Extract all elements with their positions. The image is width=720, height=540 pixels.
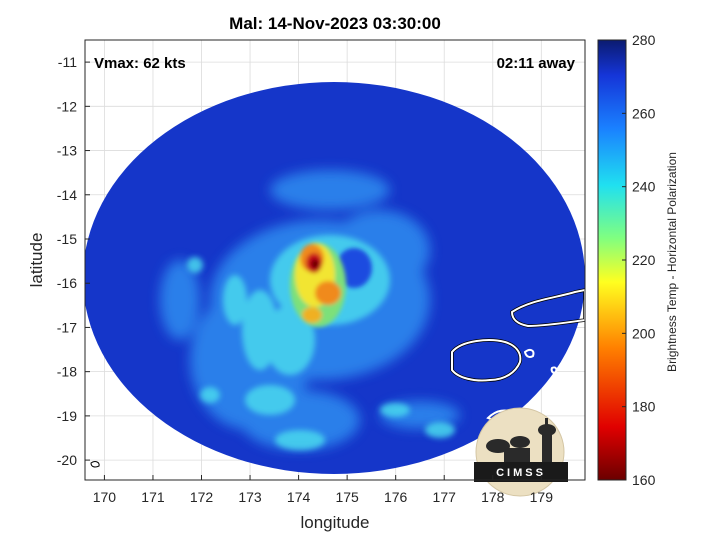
away-label: 02:11 away — [497, 55, 576, 72]
colorbar-tick-label: 180 — [632, 399, 656, 415]
colorbar-tick-label: 260 — [632, 105, 656, 121]
land-outline — [90, 288, 585, 468]
colorbar-tick-label: 220 — [632, 252, 656, 268]
y-axis-label: latitude — [27, 233, 46, 288]
y-tick-label: -12 — [57, 98, 77, 114]
x-tick-label: 174 — [287, 489, 311, 505]
colorbar-tick-label: 160 — [632, 472, 656, 488]
vmax-label: Vmax: 62 kts — [94, 55, 186, 72]
x-tick-label: 171 — [141, 489, 165, 505]
x-tick-label: 173 — [238, 489, 262, 505]
x-tick-label: 175 — [335, 489, 359, 505]
x-axis: 170 171 172 173 174 175 176 177 178 179 — [93, 475, 553, 505]
x-tick-label: 179 — [530, 489, 554, 505]
y-tick-label: -20 — [57, 452, 77, 468]
colorbar-label: Brightness Temp - Horizontal Polarizatio… — [665, 152, 679, 372]
colorbar — [597, 39, 627, 481]
y-axis: -11 -12 -13 -14 -15 -16 -17 -18 -19 -20 — [57, 54, 90, 468]
y-tick-label: -19 — [57, 408, 77, 424]
x-tick-label: 170 — [93, 489, 117, 505]
colorbar-tick-label: 280 — [632, 32, 656, 48]
y-tick-label: -17 — [57, 319, 77, 335]
y-tick-label: -18 — [57, 364, 77, 380]
colorbar-tick-label: 240 — [632, 179, 656, 195]
chart-title: Mal: 14-Nov-2023 03:30:00 — [229, 14, 441, 33]
x-axis-label: longitude — [300, 513, 369, 532]
colorbar-tick-label: 200 — [632, 325, 656, 341]
colorbar-ticks: 280 260 240 220 200 180 160 — [622, 32, 656, 488]
cimss-logo: CIMSS — [474, 407, 568, 497]
y-tick-label: -15 — [57, 231, 77, 247]
y-tick-label: -14 — [57, 187, 77, 203]
x-tick-label: 172 — [190, 489, 214, 505]
x-tick-label: 177 — [433, 489, 457, 505]
x-tick-label: 178 — [481, 489, 505, 505]
axes-frame — [84, 39, 586, 481]
logo-text: CIMSS — [496, 467, 546, 479]
microwave-swath — [85, 82, 585, 474]
y-tick-label: -13 — [57, 143, 77, 159]
x-tick-label: 176 — [384, 489, 408, 505]
y-tick-label: -16 — [57, 275, 77, 291]
y-tick-label: -11 — [58, 54, 77, 70]
